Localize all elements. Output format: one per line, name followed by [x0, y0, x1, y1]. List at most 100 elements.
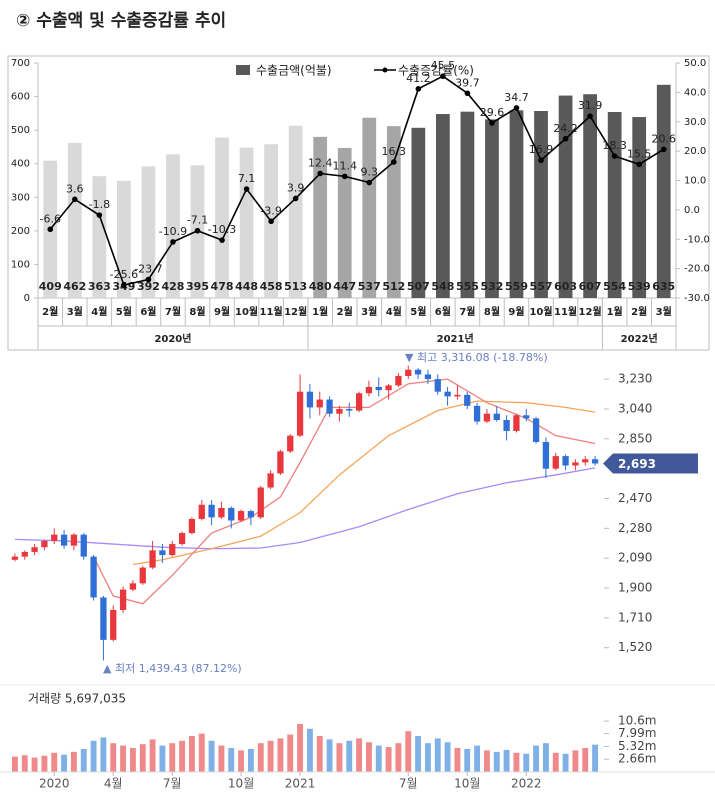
volume-bar	[385, 747, 392, 772]
data-label: 607	[579, 280, 602, 293]
candle-body	[513, 415, 520, 431]
data-label: 16.9	[529, 143, 554, 156]
x-tick-label: 4월	[104, 777, 123, 791]
line-marker	[219, 237, 225, 243]
volume-bar	[552, 752, 559, 772]
candle-body	[405, 369, 412, 376]
data-label: 447	[333, 280, 356, 293]
volume-bar	[90, 740, 97, 772]
legend-label: 수출증감률(%)	[398, 64, 474, 78]
data-label: -10.9	[159, 225, 187, 238]
line-marker	[489, 120, 495, 126]
candle-body	[542, 441, 550, 469]
volume-bar	[80, 748, 87, 772]
data-label: 34.7	[504, 91, 529, 104]
line-marker	[121, 282, 127, 288]
candle-body	[257, 487, 264, 518]
data-label: 31.9	[578, 99, 603, 112]
bar	[67, 142, 82, 298]
data-label: 559	[505, 280, 528, 293]
x-tick-label: 7월	[165, 306, 181, 318]
y-tick-label: 2,280	[618, 521, 652, 535]
y-tick-label: 1,710	[618, 610, 652, 624]
y-tick-label: 0	[24, 293, 30, 304]
volume-bar	[159, 745, 166, 772]
x-tick-label: 6월	[140, 306, 156, 318]
legend-label: 수출금액(억불)	[256, 64, 332, 78]
x-tick-label: 8월	[484, 306, 500, 318]
volume-bar	[503, 749, 510, 772]
data-label: -7.1	[187, 214, 208, 227]
x-tick-label: 3월	[67, 306, 83, 318]
candle-body	[483, 413, 491, 422]
candle-body	[414, 369, 422, 375]
volume-label: 거래량 5,697,035	[28, 692, 126, 706]
candle-body	[375, 386, 382, 391]
y-tick-label: 600	[11, 92, 30, 103]
volume-bar	[11, 756, 18, 772]
candle-body	[473, 405, 481, 422]
bar	[215, 137, 229, 298]
candle-body	[591, 459, 599, 464]
volume-bar	[287, 734, 294, 772]
x-tick-label: 2022	[511, 777, 542, 791]
candle-body	[572, 462, 579, 466]
volume-bar	[228, 748, 235, 772]
candle-body	[139, 567, 146, 584]
volume-bar	[139, 744, 146, 772]
y-tick-label: 400	[11, 159, 30, 170]
candle-body	[493, 413, 500, 420]
x-tick-label: 9월	[508, 306, 524, 318]
line-marker	[72, 196, 78, 203]
legend-swatch	[236, 65, 250, 75]
candle-body	[70, 534, 78, 546]
candle-body	[552, 456, 559, 469]
data-label: -25.6	[110, 268, 138, 281]
candle-body	[444, 391, 451, 397]
line-marker	[611, 153, 618, 159]
y-tick-label: 500	[11, 125, 30, 136]
volume-bar	[297, 724, 304, 772]
data-label: 480	[309, 280, 332, 293]
bar	[411, 127, 426, 299]
x-tick-label: 12월	[284, 306, 307, 318]
bar	[386, 126, 401, 298]
bar	[362, 117, 377, 298]
candle-body	[562, 456, 569, 466]
x-tick-label: 2월	[337, 306, 353, 318]
data-label: 41.2	[406, 72, 431, 85]
volume-bar	[179, 740, 186, 772]
data-label: 409	[39, 280, 62, 293]
candle-body	[178, 533, 186, 545]
data-label: 16.3	[382, 145, 407, 158]
x-tick-label: 10월	[454, 777, 480, 791]
chart-title: ② 수출액 및 수출증감률 추이	[16, 11, 226, 31]
candle-body	[454, 394, 461, 397]
candle-body	[316, 399, 323, 408]
candle-body	[385, 385, 392, 391]
x-tick-label: 5월	[116, 306, 132, 318]
data-label: 537	[358, 280, 381, 293]
candle-body	[237, 511, 245, 521]
volume-bar	[208, 740, 215, 772]
data-label: 24.2	[553, 122, 578, 135]
candle-body	[11, 556, 19, 560]
volume-bar	[326, 739, 333, 772]
x-tick-label: 7월	[163, 777, 182, 791]
y-tick-label: 10.6m	[618, 714, 656, 728]
group-label: 2021년	[437, 332, 474, 345]
y2-tick-label: 10.0	[684, 176, 706, 187]
volume-bar	[454, 748, 461, 772]
volume-bar	[562, 753, 569, 772]
volume-bar	[188, 736, 195, 772]
candle-body	[277, 451, 284, 474]
candle-body	[228, 507, 235, 521]
candle-body	[336, 408, 343, 414]
moving-average	[93, 378, 596, 605]
moving-average	[14, 467, 596, 550]
volume-bar	[405, 731, 412, 772]
volume-bar	[247, 748, 254, 772]
candle-body	[503, 419, 510, 431]
x-tick-label: 11월	[260, 306, 283, 318]
